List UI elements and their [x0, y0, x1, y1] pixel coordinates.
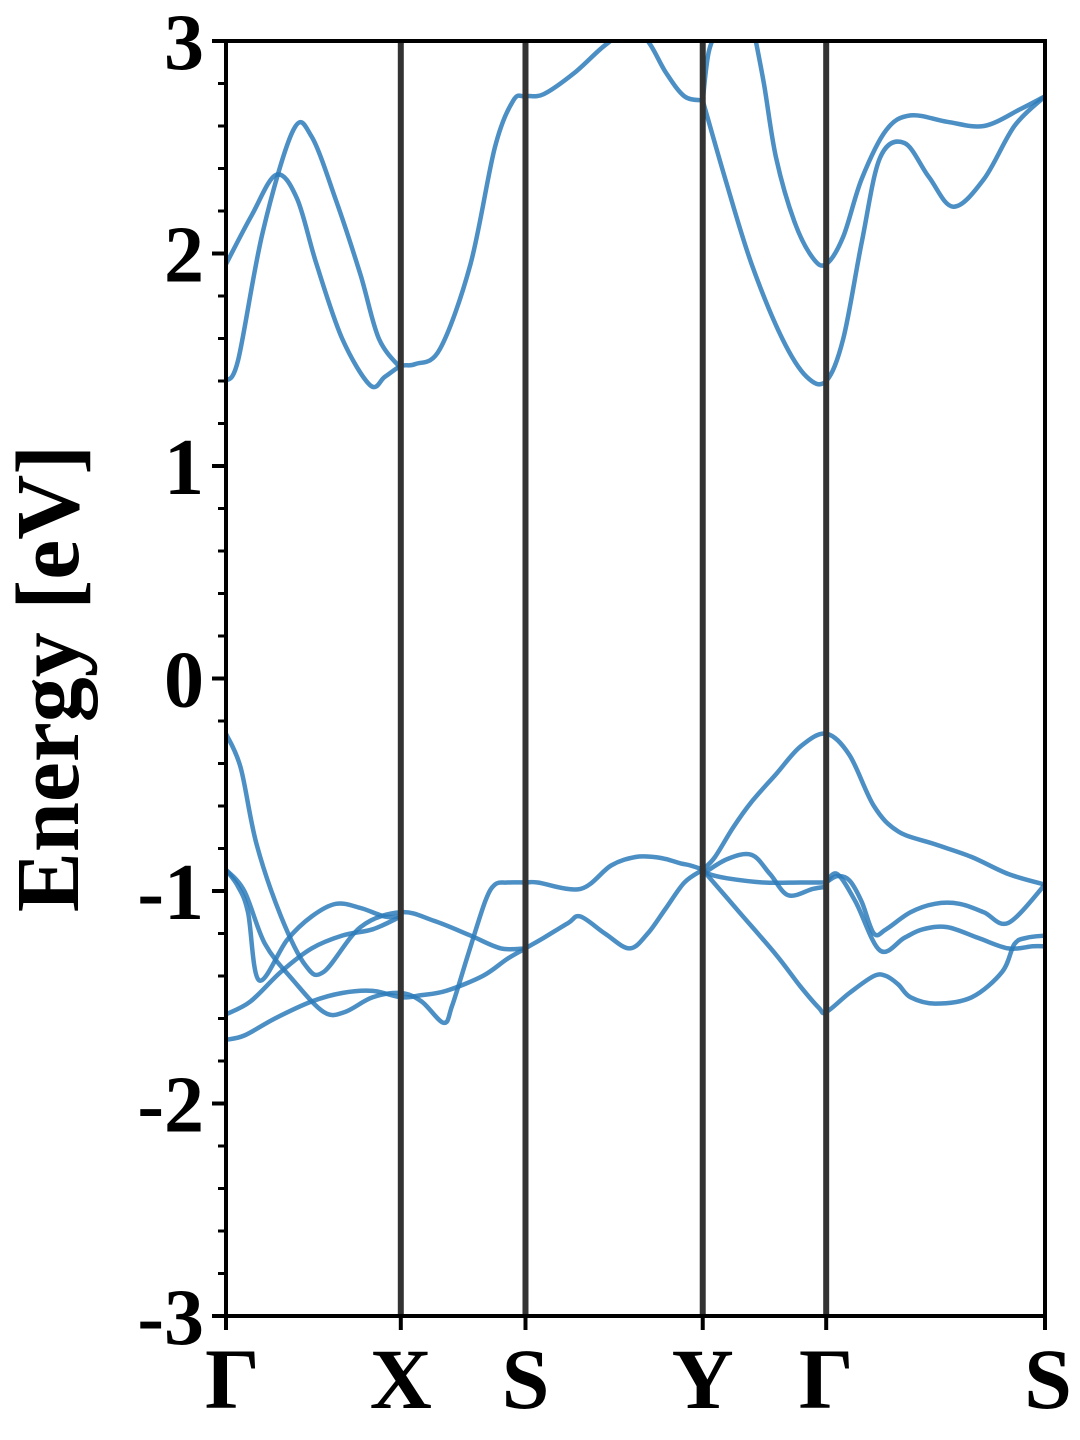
band-line	[700, 731, 1045, 887]
y-tick-label: 0	[164, 637, 204, 725]
band-line	[823, 871, 1045, 955]
high-symmetry-lines	[397, 41, 830, 1316]
band-line	[700, 851, 829, 899]
x-tick-label: Γ	[799, 1331, 854, 1427]
x-tick-label: S	[502, 1331, 550, 1427]
band-line	[700, 94, 1045, 387]
y-tick-label: 3	[164, 0, 204, 87]
bands-group	[226, 41, 1045, 1043]
x-tick-label: Y	[672, 1331, 734, 1427]
band-line	[753, 41, 1045, 268]
band-line	[700, 867, 1045, 1016]
band-line	[226, 41, 705, 390]
y-tick-label: 1	[164, 424, 204, 512]
y-tick-label: -1	[137, 849, 204, 937]
band-line	[226, 914, 404, 1017]
y-axis: -3 -2 -1 0 1 2 3	[137, 0, 226, 1362]
y-tick-label: -2	[137, 1062, 204, 1150]
band-line	[226, 867, 705, 1043]
x-tick-label: X	[370, 1331, 432, 1427]
y-axis-title: Energy [eV]	[0, 445, 98, 912]
y-tick-label: -3	[137, 1274, 204, 1362]
y-tick-label: 2	[164, 212, 204, 300]
x-tick-label: Γ	[205, 1331, 260, 1427]
x-tick-label: S	[1024, 1331, 1072, 1427]
band-line	[226, 867, 404, 983]
band-line	[226, 731, 528, 978]
band-line	[823, 873, 1045, 938]
band-line	[226, 119, 404, 384]
